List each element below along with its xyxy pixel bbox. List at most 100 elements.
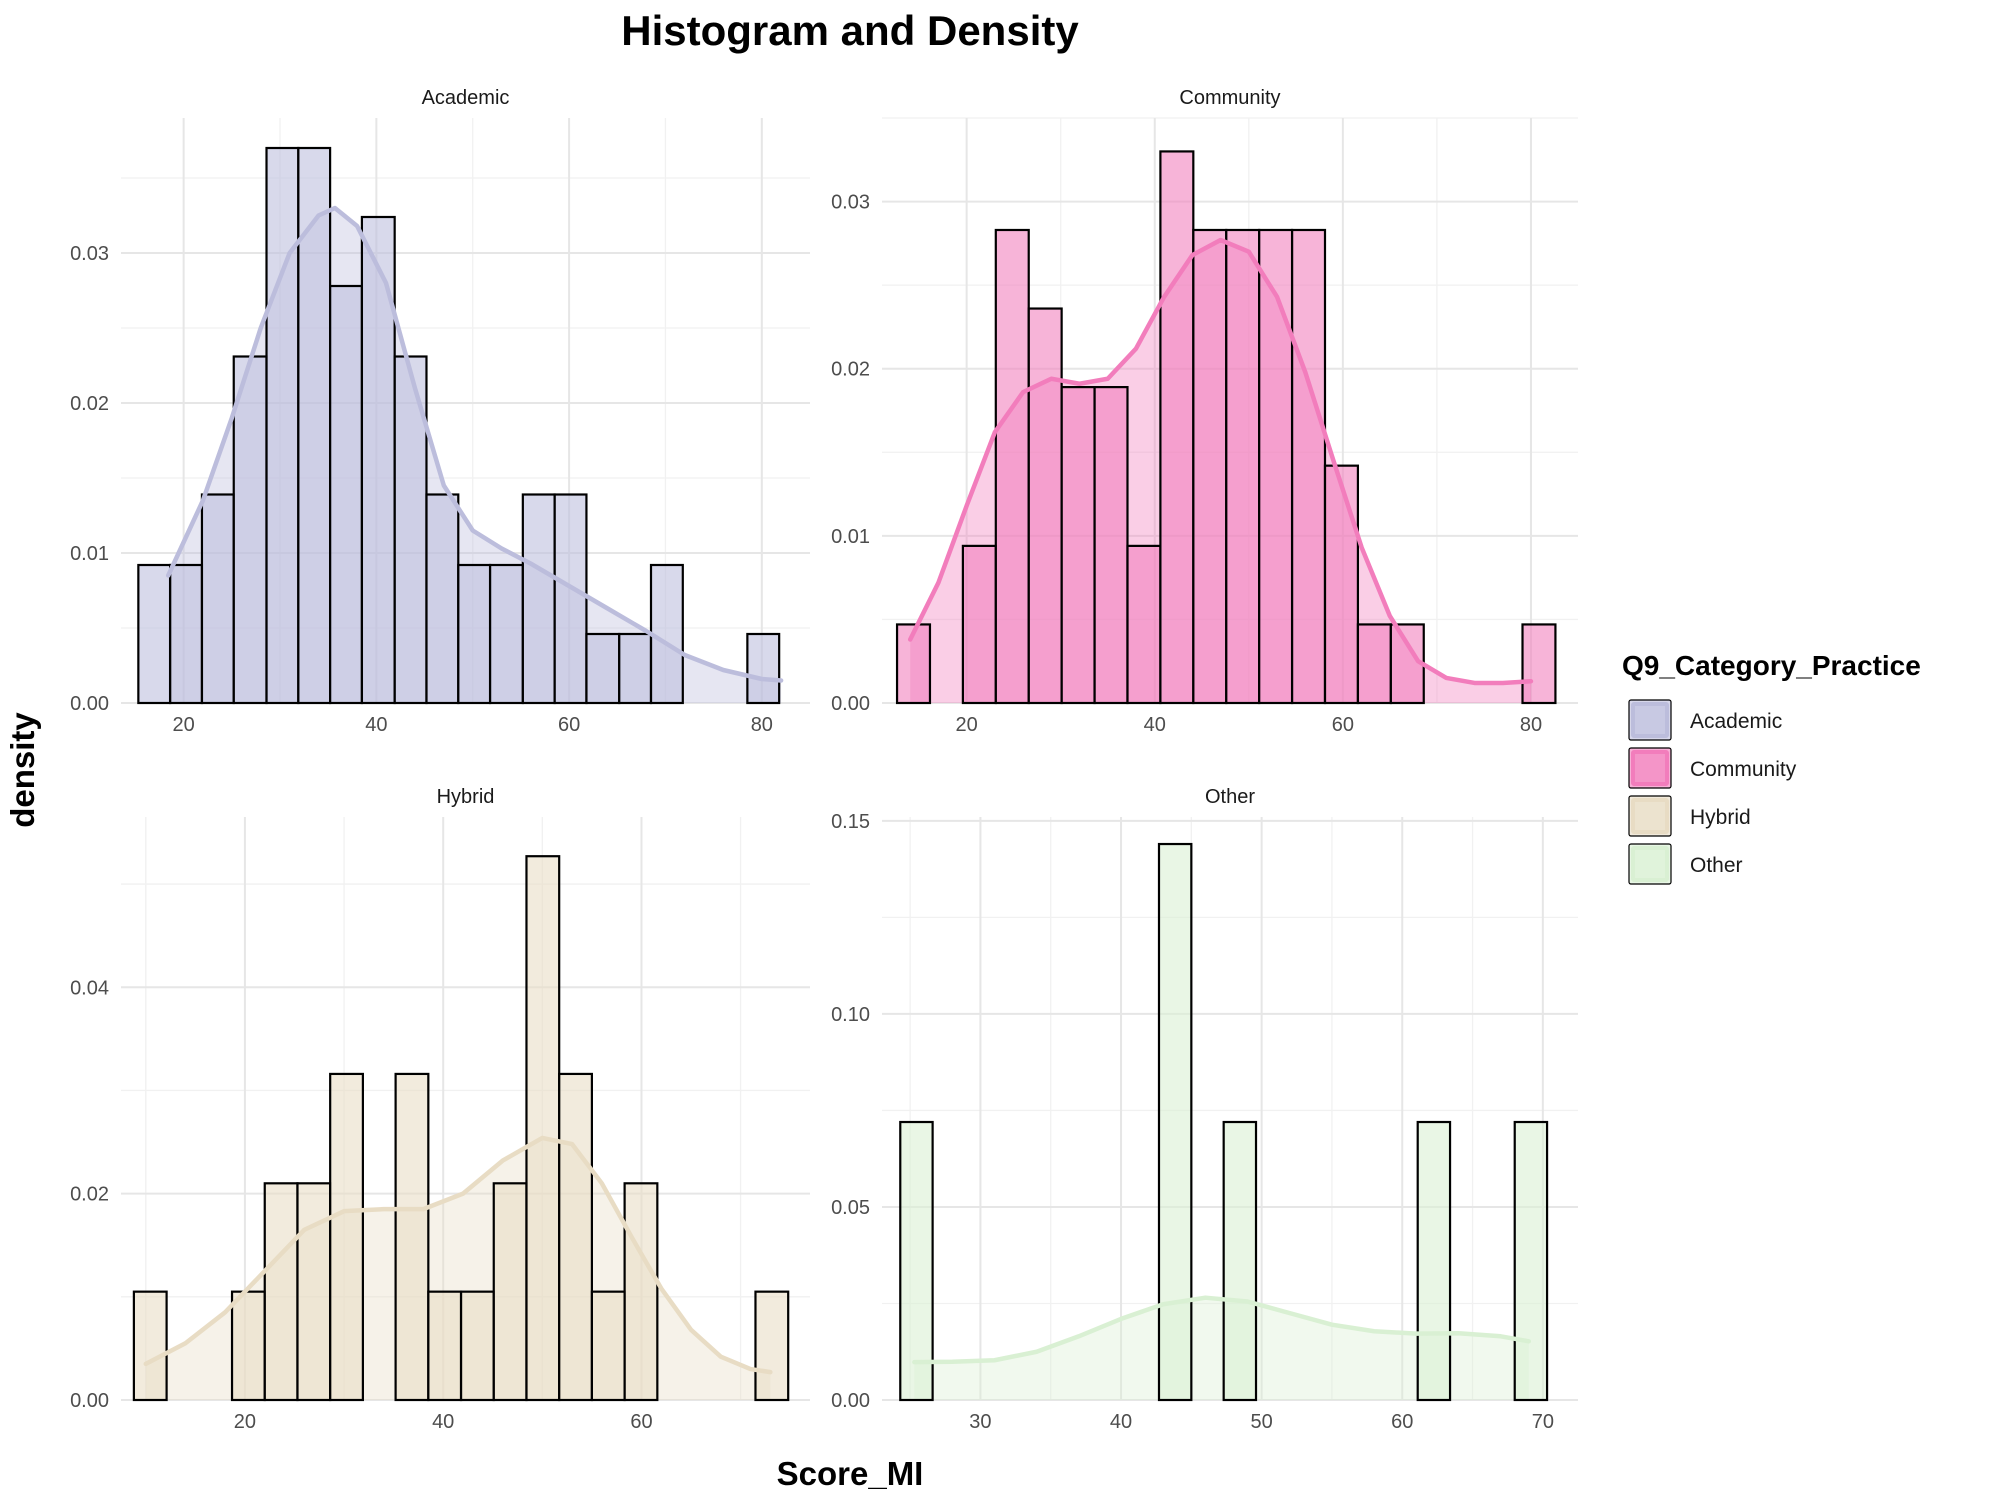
histogram-bar: [329, 1072, 364, 1402]
x-tick-label: 30: [969, 1411, 991, 1433]
histogram-bars-community: [895, 150, 1557, 705]
legend: Q9_Category_Practice Academic Community Hy…: [1622, 650, 1921, 886]
histogram-bar: [521, 493, 556, 705]
histogram-bar: [427, 1290, 463, 1402]
histogram-bar: [1222, 1120, 1258, 1402]
panel-community: Community 20 40 60 80 0.00 0.01 0.02 0.03: [831, 87, 1578, 736]
x-tick-label: 70: [1532, 1411, 1554, 1433]
y-tick-label: 0.00: [831, 693, 870, 715]
y-tick-label: 0.15: [831, 811, 870, 833]
histogram-bar: [169, 563, 204, 705]
histogram-bars-hybrid: [132, 855, 790, 1402]
y-tick-label: 0.01: [831, 526, 870, 548]
density-curve-other: [912, 1295, 1532, 1365]
histogram-bar: [492, 1182, 528, 1402]
histogram-bar: [1192, 228, 1228, 705]
panel-hybrid: Hybrid 20 40 60 0.00 0.02 0.04: [70, 786, 810, 1433]
chart-title: Histogram and Density: [621, 7, 1079, 54]
histogram-bar: [553, 493, 588, 705]
histogram-bars-other: [899, 842, 1549, 1402]
legend-item-community: Community: [1627, 746, 1797, 790]
legend-label: Academic: [1690, 710, 1782, 733]
density-curve-community: [907, 237, 1534, 686]
histogram-bar: [1060, 386, 1096, 705]
x-tick-label: 40: [432, 1411, 454, 1433]
histogram-bar: [425, 493, 460, 705]
x-tick-label: 40: [1144, 714, 1166, 736]
legend-key-swatch: [1631, 702, 1669, 738]
histogram-bar: [488, 563, 524, 705]
legend-label: Hybrid: [1690, 806, 1751, 829]
histogram-bar: [994, 228, 1030, 705]
x-tick-label: 20: [956, 714, 978, 736]
y-tick-label: 0.05: [831, 1197, 870, 1219]
x-tick-label: 60: [1391, 1411, 1413, 1433]
histogram-bar: [137, 563, 172, 705]
histogram-bar: [230, 1290, 266, 1402]
y-tick-label: 0.00: [70, 1390, 109, 1412]
histogram-bar: [961, 544, 997, 705]
histogram-bar: [1126, 544, 1162, 705]
panel-gridlines: [882, 817, 1578, 1401]
x-axis-title: Score_MI: [777, 1455, 924, 1492]
histogram-bar: [525, 855, 561, 1402]
legend-item-academic: Academic: [1627, 698, 1782, 742]
y-tick-label: 0.02: [70, 393, 109, 415]
y-tick-label: 0.03: [70, 243, 109, 265]
histogram-bar: [1093, 386, 1129, 705]
histogram-bar: [649, 563, 684, 705]
legend-item-other: Other: [1627, 842, 1743, 886]
y-tick-label: 0.02: [831, 359, 870, 381]
legend-item-hybrid: Hybrid: [1627, 794, 1751, 838]
x-tick-label: 40: [365, 714, 387, 736]
density-curve-academic: [165, 205, 784, 683]
histogram-bar: [200, 493, 235, 705]
histogram-bar: [1258, 228, 1294, 705]
x-tick-label: 20: [234, 1411, 256, 1433]
x-tick-label: 60: [1332, 714, 1354, 736]
x-tick-label: 60: [630, 1411, 652, 1433]
y-tick-label: 0.01: [70, 543, 109, 565]
y-tick-label: 0.02: [70, 1184, 109, 1206]
histogram-bar: [623, 1182, 659, 1402]
x-tick-label: 60: [558, 714, 580, 736]
x-tick-label: 50: [1251, 1411, 1273, 1433]
histogram-bar: [297, 146, 332, 705]
histogram-bar: [899, 1120, 934, 1402]
histogram-bar: [1027, 307, 1063, 705]
x-tick-label: 40: [1110, 1411, 1132, 1433]
histogram-bar: [132, 1290, 168, 1402]
histogram-bar: [1513, 1120, 1549, 1402]
histogram-bar: [618, 632, 653, 705]
y-axis-title: density: [4, 712, 41, 828]
histogram-bar: [1290, 228, 1327, 705]
x-tick-label: 20: [173, 714, 195, 736]
y-tick-label: 0.04: [70, 977, 109, 999]
histogram-bar: [1159, 150, 1195, 705]
histogram-bar: [263, 1182, 299, 1402]
histogram-bar: [1157, 842, 1193, 1402]
histogram-bar: [558, 1072, 593, 1402]
histogram-bar: [590, 1290, 626, 1402]
x-tick-label: 80: [1520, 714, 1542, 736]
panel-academic: Academic 20 40 60 80 0.00 0.01 0.02 0.03: [70, 87, 810, 736]
facet-label-academic: Academic: [422, 87, 510, 109]
density-curve-hybrid: [143, 1135, 773, 1375]
histogram-bar: [1356, 623, 1392, 705]
histogram-bar: [585, 632, 621, 705]
histogram-bar: [459, 1290, 495, 1402]
x-tick-label: 80: [751, 714, 773, 736]
histogram-bar: [394, 1072, 430, 1402]
y-tick-label: 0.00: [831, 1390, 870, 1412]
histogram-bar: [232, 355, 268, 705]
legend-key-swatch: [1631, 798, 1669, 834]
histogram-bars-academic: [137, 146, 781, 705]
legend-label: Other: [1690, 854, 1743, 877]
histogram-bar: [1521, 623, 1557, 705]
panel-other: Other 30 40 50 60 70 0.00 0.05 0.10 0.15: [831, 786, 1578, 1433]
facet-label-other: Other: [1205, 786, 1255, 808]
density-area-other: [914, 1297, 1529, 1400]
legend-key-swatch: [1631, 846, 1669, 882]
